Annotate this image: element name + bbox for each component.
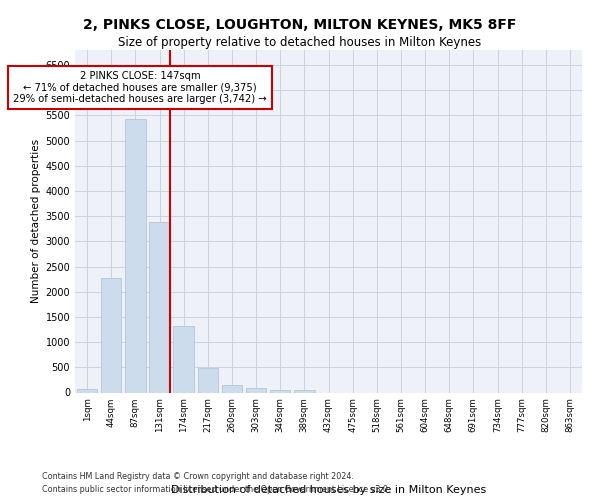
Text: Contains public sector information licensed under the Open Government Licence v3: Contains public sector information licen… (42, 484, 391, 494)
Bar (221, 384, 242, 392)
X-axis label: Distribution of detached houses by size in Milton Keynes: Distribution of detached houses by size … (171, 485, 486, 495)
Text: Contains HM Land Registry data © Crown copyright and database right 2024.: Contains HM Land Registry data © Crown c… (42, 472, 354, 481)
Bar (246, 388, 266, 392)
Bar (294, 390, 314, 392)
Bar (77, 389, 97, 392)
Text: Size of property relative to detached houses in Milton Keynes: Size of property relative to detached ho… (118, 36, 482, 49)
Bar (270, 390, 290, 392)
Text: 2, PINKS CLOSE, LOUGHTON, MILTON KEYNES, MK5 8FF: 2, PINKS CLOSE, LOUGHTON, MILTON KEYNES,… (83, 18, 517, 32)
Bar (125, 119, 146, 392)
Bar (197, 368, 218, 392)
Bar (101, 278, 121, 392)
Y-axis label: Number of detached properties: Number of detached properties (31, 139, 41, 304)
Text: 2 PINKS CLOSE: 147sqm
← 71% of detached houses are smaller (9,375)
29% of semi-d: 2 PINKS CLOSE: 147sqm ← 71% of detached … (13, 71, 267, 104)
Bar (149, 222, 170, 392)
Bar (173, 326, 194, 392)
